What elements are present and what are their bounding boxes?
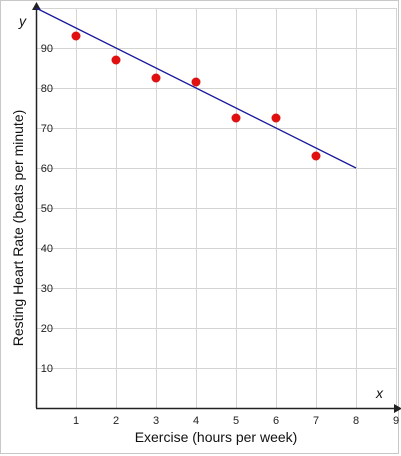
x-tick-label-6: 6 bbox=[273, 415, 279, 427]
y-tick-label-90: 90 bbox=[41, 43, 53, 55]
y-tick-label-10: 10 bbox=[41, 363, 53, 375]
data-point-4 bbox=[191, 77, 201, 87]
y-tick-labels: 10 20 30 40 50 60 70 80 90 bbox=[41, 43, 53, 375]
x-tick-label-5: 5 bbox=[233, 415, 239, 427]
x-axis-title: Exercise (hours per week) bbox=[135, 429, 298, 445]
y-tick-label-40: 40 bbox=[41, 243, 53, 255]
trend-line bbox=[35, 7, 357, 169]
y-axis-title: Resting Heart Rate (beats per minute) bbox=[10, 110, 26, 347]
y-variable-label: y bbox=[18, 13, 27, 29]
data-point-7 bbox=[311, 151, 321, 161]
x-tick-label-4: 4 bbox=[193, 415, 199, 427]
data-point-3 bbox=[151, 73, 161, 83]
x-tick-label-1: 1 bbox=[73, 415, 79, 427]
y-tick-label-50: 50 bbox=[41, 203, 53, 215]
x-tick-label-8: 8 bbox=[353, 415, 359, 427]
y-tick-label-80: 80 bbox=[41, 83, 53, 95]
y-tick-label-60: 60 bbox=[41, 163, 53, 175]
data-point-5 bbox=[231, 113, 241, 123]
x-tick-label-7: 7 bbox=[313, 415, 319, 427]
y-tick-label-20: 20 bbox=[41, 323, 53, 335]
x-axis-arrow-icon bbox=[394, 404, 401, 413]
data-point-2 bbox=[111, 55, 121, 65]
axes bbox=[32, 2, 401, 413]
series bbox=[35, 7, 357, 169]
x-variable-label: x bbox=[375, 385, 384, 401]
x-tick-labels: 1 2 3 4 5 6 7 8 9 bbox=[73, 415, 399, 427]
data-point-6 bbox=[271, 113, 281, 123]
grid bbox=[36, 8, 397, 408]
x-tick-label-3: 3 bbox=[153, 415, 159, 427]
x-tick-label-9: 9 bbox=[393, 415, 399, 427]
y-tick-label-70: 70 bbox=[41, 123, 53, 135]
data-point-1 bbox=[71, 31, 81, 41]
y-tick-label-30: 30 bbox=[41, 283, 53, 295]
x-tick-label-2: 2 bbox=[113, 415, 119, 427]
y-axis-arrow-icon bbox=[32, 2, 41, 10]
